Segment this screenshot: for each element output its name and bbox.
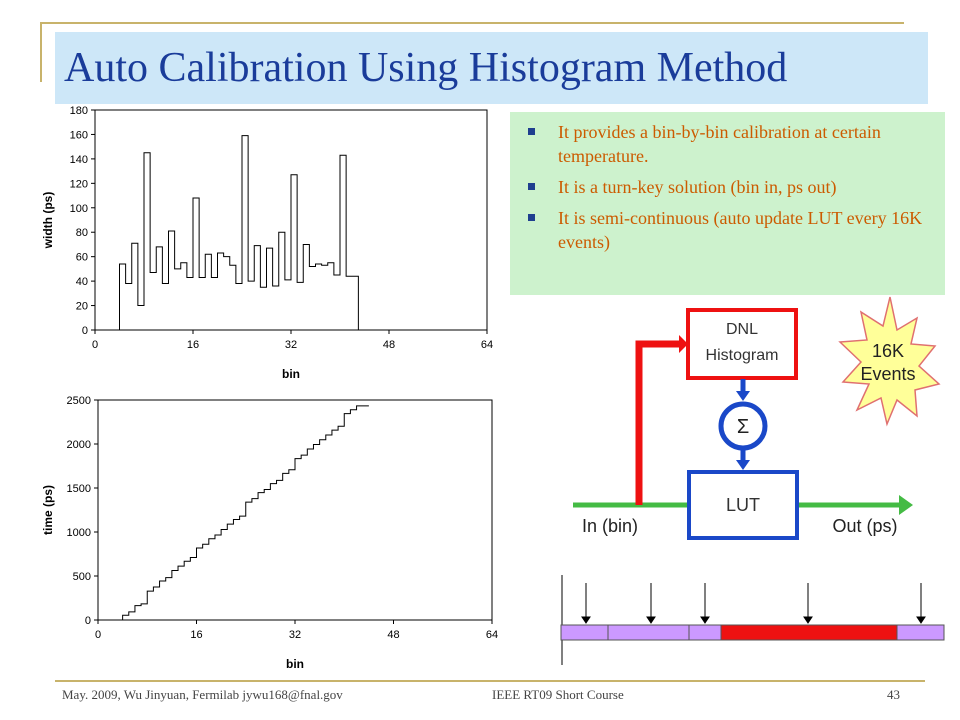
arrowhead-icon — [581, 616, 591, 624]
x-axis-label: bin — [286, 657, 304, 671]
y-tick-label: 2500 — [67, 395, 91, 407]
burst-count-label: 16K — [872, 341, 904, 361]
y-tick-label: 80 — [76, 227, 88, 239]
y-axis-label: width (ps) — [41, 192, 55, 250]
dnl-histogram-box — [686, 308, 798, 380]
x-tick-label: 32 — [289, 629, 301, 641]
bullets-box — [510, 112, 945, 295]
page-number: 43 — [887, 687, 900, 702]
x-tick-label: 16 — [187, 339, 199, 351]
burst-events-label: Events — [860, 364, 915, 384]
x-axis-label: bin — [282, 367, 300, 381]
arrowhead-icon — [736, 391, 750, 401]
y-tick-label: 1000 — [67, 527, 91, 539]
y-tick-label: 140 — [70, 154, 88, 166]
histogram-feed-arrowhead — [679, 335, 688, 353]
sum-circle — [718, 401, 768, 451]
y-tick-label: 60 — [76, 252, 88, 264]
bullet-square-icon — [528, 128, 535, 135]
bullet-item: It provides a bin-by-bin calibration at … — [528, 120, 938, 168]
events-burst-icon — [838, 296, 941, 427]
wide-bin-cell — [720, 624, 898, 641]
bin-cell — [607, 624, 690, 641]
y-tick-label: 180 — [70, 105, 88, 117]
histogram-feed-line — [635, 340, 679, 505]
time-step-line — [98, 405, 369, 621]
bin-cell — [896, 624, 945, 641]
top-rule — [40, 22, 904, 24]
y-tick-label: 160 — [70, 129, 88, 141]
lut-box — [687, 470, 799, 540]
bullet-square-icon — [528, 214, 535, 221]
bin-cell — [688, 624, 722, 641]
y-tick-label: 2000 — [67, 439, 91, 451]
bullet-text: It provides a bin-by-bin calibration at … — [558, 122, 881, 166]
output-label: Out (ps) — [832, 516, 897, 536]
width-histogram-chart: 0 20 40 60 80 100 120 140 160 180 0 16 32 48 64 bin w… — [41, 105, 493, 381]
input-label: In (bin) — [582, 516, 638, 536]
bullet-list: It provides a bin-by-bin calibration at … — [528, 120, 938, 261]
x-tick-label: 48 — [383, 339, 395, 351]
bullet-square-icon — [528, 183, 535, 190]
dnl-label: DNL — [726, 321, 758, 338]
title-band — [55, 32, 928, 104]
timing-bins-illustration — [560, 575, 945, 665]
bullet-item: It is semi-continuous (auto update LUT e… — [528, 206, 938, 254]
bottom-rule — [55, 680, 925, 682]
slide-title: Auto Calibration Using Histogram Method — [64, 45, 788, 91]
left-rule — [40, 22, 42, 82]
bin-cell — [560, 624, 609, 641]
arrowhead-icon — [700, 616, 710, 624]
footer-course: IEEE RT09 Short Course — [492, 687, 624, 702]
footer-author: May. 2009, Wu Jinyuan, Fermilab jywu168@… — [62, 687, 343, 702]
x-tick-label: 0 — [92, 339, 98, 351]
arrowhead-icon — [916, 616, 926, 624]
x-tick-label: 64 — [486, 629, 498, 641]
width-step-line — [95, 135, 487, 331]
y-tick-label: 0 — [82, 325, 88, 337]
x-tick-label: 64 — [481, 339, 493, 351]
histogram-label: Histogram — [706, 347, 779, 364]
bullet-text: It is semi-continuous (auto update LUT e… — [558, 208, 923, 252]
y-tick-label: 0 — [85, 615, 91, 627]
arrowhead-icon — [736, 460, 750, 470]
sum-icon: Σ — [737, 416, 749, 438]
x-tick-label: 48 — [387, 629, 399, 641]
bullet-item: It is a turn-key solution (bin in, ps ou… — [528, 175, 938, 199]
y-tick-label: 40 — [76, 276, 88, 288]
y-tick-label: 120 — [70, 178, 88, 190]
arrowhead-icon — [803, 616, 813, 624]
x-tick-label: 32 — [285, 339, 297, 351]
x-tick-label: 16 — [190, 629, 202, 641]
y-tick-label: 20 — [76, 301, 88, 313]
bullet-text: It is a turn-key solution (bin in, ps ou… — [558, 177, 837, 197]
time-cumulative-chart: 0 500 1000 1500 2000 2500 0 16 32 48 64 bin time … — [41, 395, 498, 671]
arrowhead-icon — [646, 616, 656, 624]
x-tick-label: 0 — [95, 629, 101, 641]
y-axis-label: time (ps) — [41, 485, 55, 535]
y-tick-label: 1500 — [67, 483, 91, 495]
lut-label: LUT — [726, 495, 760, 515]
output-arrowhead-icon — [899, 495, 913, 515]
calibration-block-diagram: DNL Histogram Σ LUT In (bin) Out (ps) 16… — [573, 296, 941, 540]
y-tick-label: 500 — [73, 571, 91, 583]
y-tick-label: 100 — [70, 203, 88, 215]
